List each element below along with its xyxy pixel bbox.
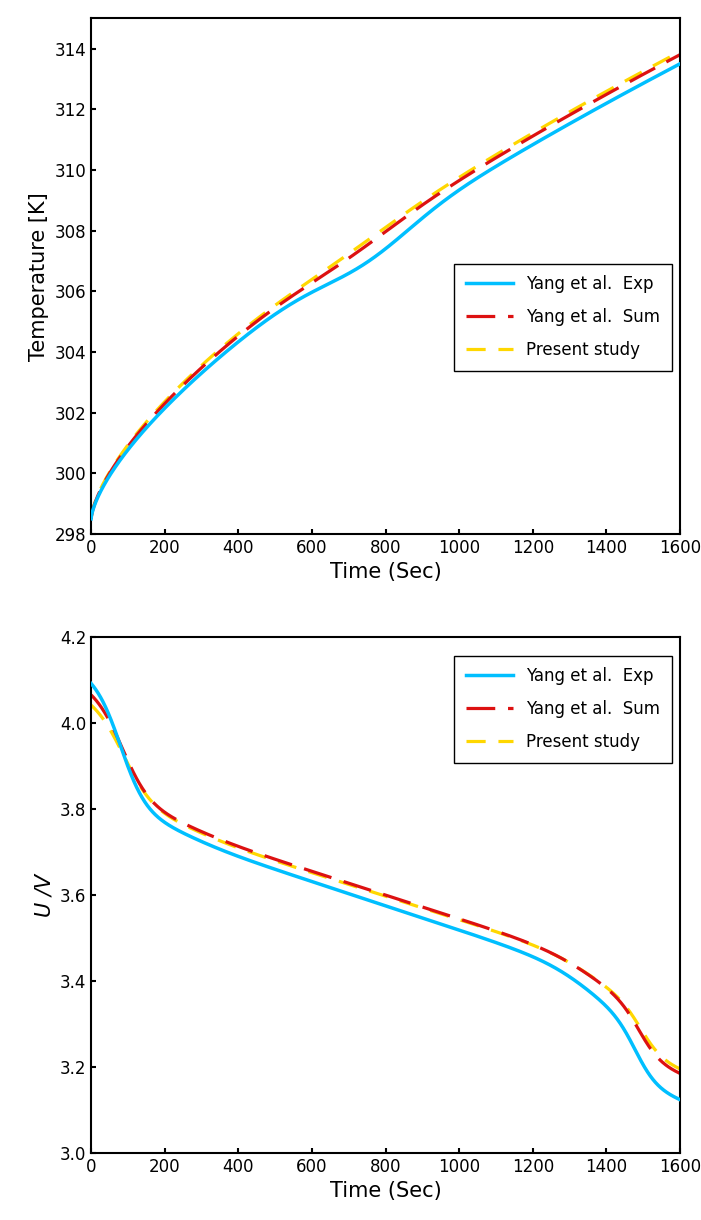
Y-axis label: Temperature [K]: Temperature [K] bbox=[29, 192, 49, 361]
X-axis label: Time (Sec): Time (Sec) bbox=[329, 1181, 442, 1202]
Y-axis label: U /V: U /V bbox=[34, 874, 54, 916]
Legend: Yang et al.  Exp, Yang et al.  Sum, Present study: Yang et al. Exp, Yang et al. Sum, Presen… bbox=[454, 264, 672, 371]
X-axis label: Time (Sec): Time (Sec) bbox=[329, 562, 442, 582]
Legend: Yang et al.  Exp, Yang et al.  Sum, Present study: Yang et al. Exp, Yang et al. Sum, Presen… bbox=[454, 656, 672, 764]
